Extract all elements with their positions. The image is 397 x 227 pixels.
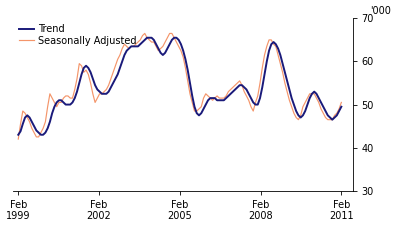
Trend	[16, 133, 21, 136]
Trend	[249, 97, 253, 99]
Line: Seasonally Adjusted: Seasonally Adjusted	[18, 33, 341, 139]
Seasonally Adjusted	[249, 105, 253, 108]
Trend	[39, 133, 43, 136]
Seasonally Adjusted	[64, 95, 68, 97]
Seasonally Adjusted	[16, 138, 21, 141]
Seasonally Adjusted	[39, 131, 43, 134]
Trend	[64, 103, 68, 106]
Trend	[115, 73, 120, 76]
Line: Trend: Trend	[18, 38, 341, 135]
Text: '000: '000	[370, 5, 391, 16]
Trend	[339, 105, 344, 108]
Legend: Trend, Seasonally Adjusted: Trend, Seasonally Adjusted	[18, 23, 137, 47]
Trend	[278, 54, 283, 56]
Trend	[283, 71, 287, 74]
Seasonally Adjusted	[115, 58, 120, 61]
Seasonally Adjusted	[143, 32, 147, 35]
Seasonally Adjusted	[278, 62, 283, 65]
Trend	[145, 36, 149, 39]
Seasonally Adjusted	[283, 82, 287, 84]
Seasonally Adjusted	[339, 101, 344, 104]
